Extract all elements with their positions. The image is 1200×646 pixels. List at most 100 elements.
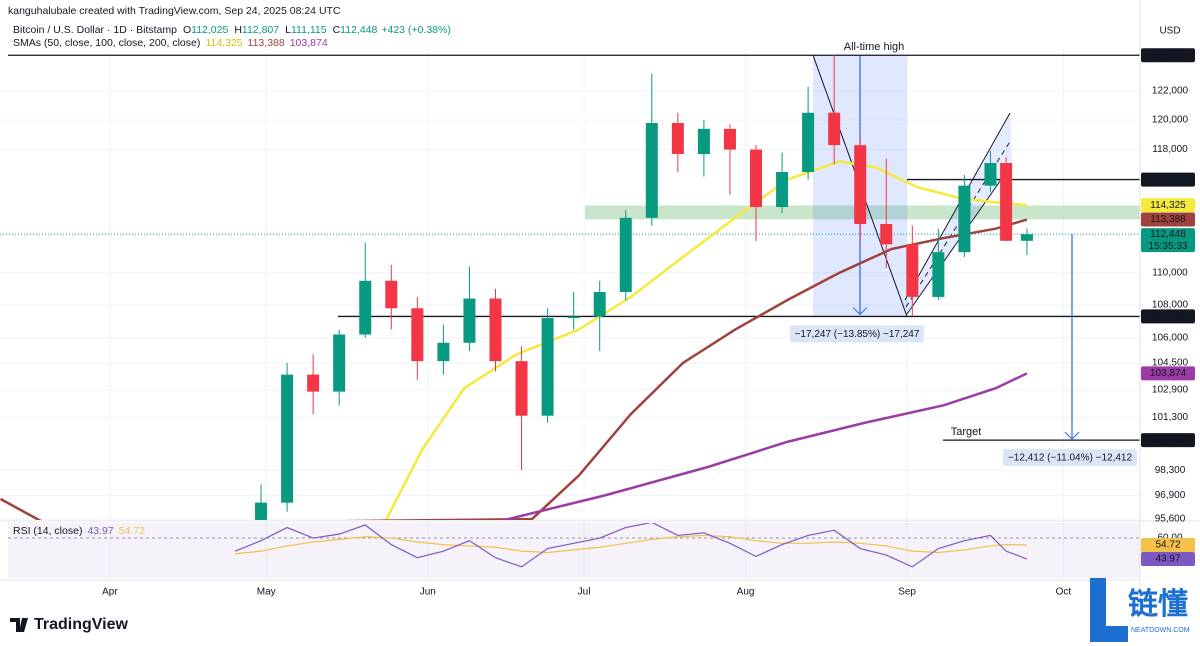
sma-title: SMAs (50, close, 100, close, 200, close): [13, 37, 200, 49]
candle-body: [359, 280, 372, 335]
candle-body: [750, 149, 763, 208]
rsi-value: 43.97: [87, 525, 113, 537]
y-tick-label: 104,500: [1152, 357, 1189, 368]
watermark-sub: NEATDOWN.COM: [1131, 627, 1190, 634]
x-tick-label: Oct: [1056, 587, 1072, 598]
ohlc-key: O: [183, 24, 191, 36]
candle-body: [906, 244, 919, 297]
sma-badge: [1141, 198, 1195, 213]
symbol-legend: Bitcoin / U.S. Dollar · 1D · Bitstamp O 11…: [13, 24, 451, 36]
rsi-ma-badge: [1141, 537, 1195, 552]
price-badges: 124,517 116,000 107,300 100,000 114,325 113,3…: [1141, 48, 1195, 567]
candle-body: [567, 316, 580, 319]
y-tick-label: 98,300: [1155, 465, 1186, 476]
level-badge-label: 107,300: [1150, 311, 1187, 322]
ohlc-value: 112,448: [340, 24, 377, 36]
rsi-badge-label: 43.97: [1155, 554, 1180, 565]
rsi-ma-value: 54.72: [119, 525, 145, 537]
x-tick-label: Jul: [578, 587, 591, 598]
candle-body: [958, 185, 971, 253]
rsi-panel: [234, 523, 1028, 568]
candle-body: [854, 145, 867, 225]
rsi-ma-badge-label: 54.72: [1155, 540, 1180, 551]
ohlc-value: 112,807: [242, 24, 279, 36]
candle-body: [776, 172, 789, 208]
candle-body: [932, 252, 945, 297]
x-tick-label: Apr: [102, 587, 118, 598]
measure-label: −17,247 (−13.85%) −17,247: [795, 329, 920, 340]
y-tick-label: 106,000: [1152, 332, 1189, 343]
measure-label: −12,412 (−11.04%) −12,412: [1008, 453, 1133, 464]
ohlc-key: C: [333, 24, 341, 36]
sma-value: 113,388: [248, 37, 285, 49]
candle-body: [645, 123, 658, 218]
candle-body: [671, 123, 684, 155]
candle-body: [307, 374, 320, 392]
sma-badge: [1141, 212, 1195, 227]
ohlc-key: L: [285, 24, 291, 36]
candle-body: [619, 217, 632, 293]
candle-body: [593, 292, 606, 317]
last-price-badge: [1141, 228, 1195, 253]
x-tick-label: Aug: [737, 587, 755, 598]
candle-body: [880, 224, 893, 245]
candles: [255, 55, 1033, 520]
rsi-ma-line: [234, 534, 1027, 555]
sma-value: 103,874: [290, 37, 328, 49]
level-badge: [1141, 172, 1195, 187]
x-tick-label: Jun: [420, 587, 436, 598]
sma-value: 114,325: [205, 37, 242, 49]
rsi-title: RSI (14, close): [13, 525, 82, 537]
y-tick-label: 122,000: [1152, 86, 1189, 97]
overlay: All-time high −17,247 (−13.85%) −17,247 Ta…: [790, 41, 1137, 467]
y-tick-label: 118,000: [1152, 144, 1188, 155]
measure-box: [790, 325, 924, 343]
sma-legend: SMAs (50, close, 100, close, 200, close)…: [13, 37, 328, 49]
candle-body: [437, 342, 450, 362]
candle-body: [828, 112, 841, 146]
symbol: Bitcoin / U.S. Dollar · 1D · Bitstamp: [13, 24, 177, 36]
y-tick-label: 102,900: [1152, 385, 1189, 396]
sma-line: [0, 218, 1028, 520]
ohlc-key: H: [234, 24, 242, 36]
candle-body: [333, 334, 346, 392]
rsi-line: [234, 523, 1028, 568]
measure-box: [1003, 449, 1137, 467]
y-tick-label: 96,900: [1155, 490, 1186, 501]
countdown: 15:35:33: [1149, 241, 1188, 252]
x-tick-label: May: [257, 587, 276, 598]
y-tick-label: 95,600: [1155, 514, 1186, 525]
candle-body: [723, 128, 736, 150]
y-tick-label: 110,000: [1152, 267, 1188, 278]
candle-body: [1020, 234, 1033, 241]
brand-logo: [10, 618, 28, 632]
candle-body: [385, 280, 398, 309]
candle-body: [281, 374, 294, 503]
candle-body: [411, 308, 424, 362]
watermark-logo: [1090, 578, 1128, 642]
ohlc-value: 111,115: [291, 24, 327, 36]
last-price-badge-label: 112,448: [1150, 229, 1186, 240]
candle-body: [802, 112, 815, 173]
level-badge-label: 100,000: [1150, 435, 1187, 446]
y-tick-label: 101,300: [1152, 412, 1189, 423]
level-badge: [1141, 309, 1195, 324]
level-badge: [1141, 433, 1195, 448]
annotation: Target: [951, 426, 982, 438]
y-tick-label: 108,000: [1152, 300, 1189, 311]
sma-badge-label: 114,325: [1150, 200, 1186, 211]
change: +423 (+0.38%): [381, 24, 450, 36]
candle-body: [697, 128, 710, 155]
watermark: 链懂 NEATDOWN.COM: [1090, 578, 1190, 642]
level-badge-label: 116,000: [1150, 174, 1186, 185]
sma-line: [384, 160, 1028, 520]
sma-badge-label: 103,874: [1150, 368, 1187, 379]
candle-body: [515, 361, 528, 416]
candle-body: [463, 298, 476, 343]
currency: USD: [1159, 26, 1180, 37]
ath-arrow-head: [852, 307, 868, 316]
watermark-text: 链懂: [1128, 587, 1188, 621]
